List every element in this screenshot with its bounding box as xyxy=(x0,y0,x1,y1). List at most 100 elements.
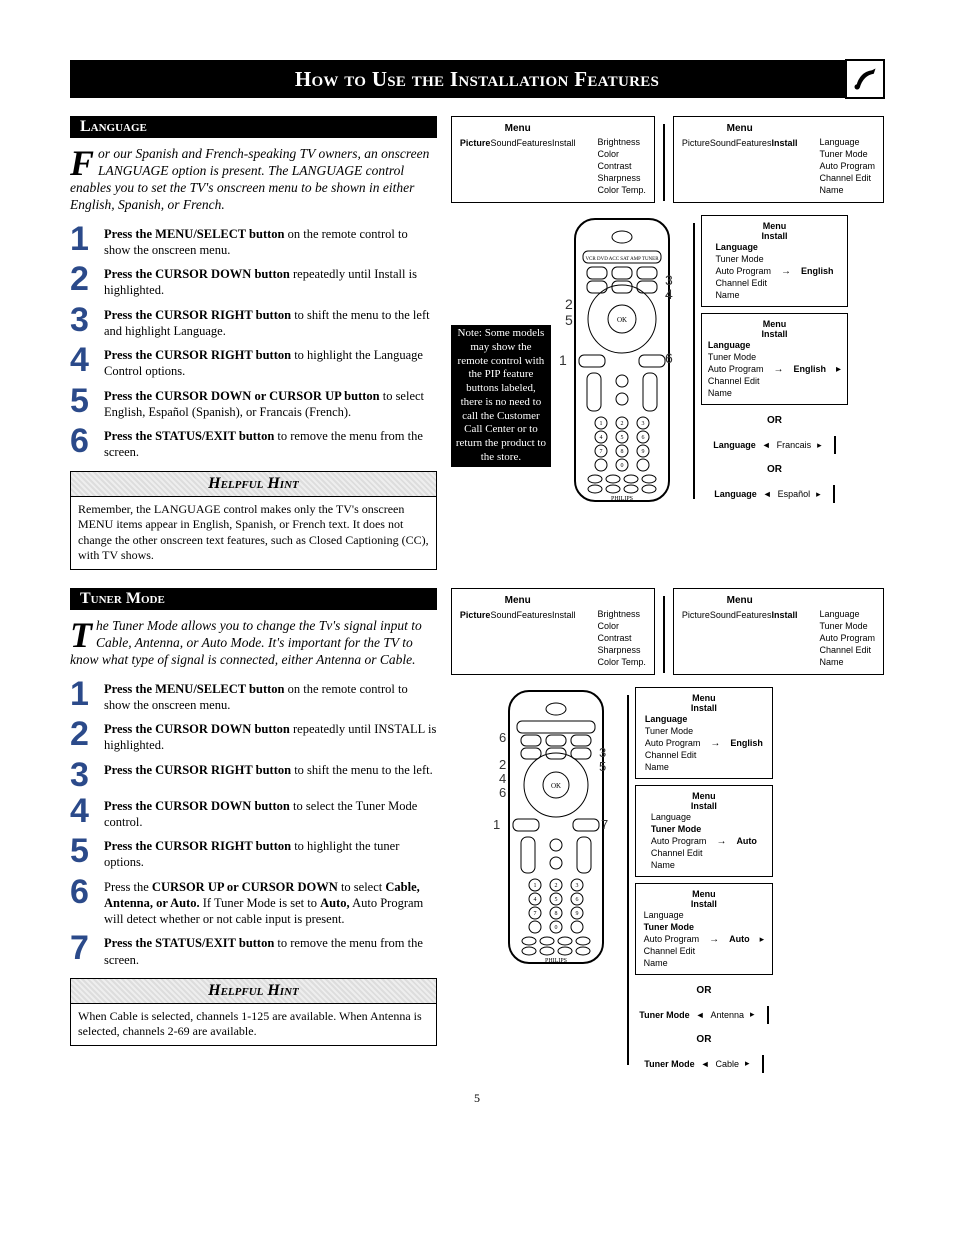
svg-text:5: 5 xyxy=(620,435,623,441)
tuner-intro: T he Tuner Mode allows you to change the… xyxy=(70,618,437,669)
hint-body: Remember, the LANGUAGE control makes onl… xyxy=(71,497,436,569)
svg-text:1: 1 xyxy=(599,421,602,427)
menu-item: Channel Edit xyxy=(644,946,700,957)
step: 2Press the CURSOR DOWN button repeatedly… xyxy=(70,264,437,299)
step-text: Press the STATUS/EXIT button to remove t… xyxy=(104,426,437,461)
menu-item: Language xyxy=(819,137,875,148)
step-text: Press the CURSOR UP or CURSOR DOWN to se… xyxy=(104,877,437,928)
svg-text:4: 4 xyxy=(499,771,506,786)
svg-text:8: 8 xyxy=(554,911,557,917)
menu-item: Auto Program xyxy=(644,934,700,945)
menu-item: Language xyxy=(651,812,707,823)
step: 3Press the CURSOR RIGHT button to shift … xyxy=(70,760,437,790)
menu-item: Picture xyxy=(682,138,710,148)
step-number: 4 xyxy=(70,796,96,826)
menu-item: Picture xyxy=(682,610,710,620)
step: 6 Press the STATUS/EXIT button to remove … xyxy=(70,426,437,461)
remote-diagram: VCR DVD ACC SAT AMP TUNER OK 34 25 61 xyxy=(557,215,687,507)
menu-item: Features xyxy=(516,610,552,620)
svg-text:2: 2 xyxy=(620,421,623,427)
step-text: Press the MENU/SELECT button on the remo… xyxy=(104,224,437,259)
step-text: Press the CURSOR RIGHT button to shift t… xyxy=(104,305,437,340)
menu-item: Auto Program xyxy=(819,633,875,644)
svg-text:1: 1 xyxy=(559,352,567,368)
step: 2Press the CURSOR DOWN button repeatedly… xyxy=(70,719,437,754)
menu-item: Channel Edit xyxy=(715,278,771,289)
menu-item: Channel Edit xyxy=(645,750,701,761)
language-section: Language F or our Spanish and French-spe… xyxy=(70,116,884,570)
menu-item: Language xyxy=(708,340,764,351)
language-intro: F or our Spanish and French-speaking TV … xyxy=(70,146,437,214)
step: 4 Press the CURSOR DOWN button to select … xyxy=(70,796,437,831)
step-number: 6 xyxy=(70,426,96,456)
step: 1Press the MENU/SELECT button on the rem… xyxy=(70,224,437,259)
svg-text:PHILIPS: PHILIPS xyxy=(611,496,633,502)
svg-text:3: 3 xyxy=(641,421,644,427)
step-number: 5 xyxy=(70,386,96,416)
menu-item: Features xyxy=(736,610,772,620)
menu-item: Contrast xyxy=(598,161,646,172)
step-number: 3 xyxy=(70,760,96,790)
svg-text:7: 7 xyxy=(533,911,536,917)
menu-item: Install xyxy=(552,138,576,148)
step-number: 7 xyxy=(70,933,96,963)
svg-text:3: 3 xyxy=(575,883,578,889)
menu-item: Channel Edit xyxy=(708,376,764,387)
tuner-remote-diagram: OK 6 35 246 17 xyxy=(491,687,621,969)
step-text: Press the CURSOR DOWN or CURSOR UP butto… xyxy=(104,386,437,421)
svg-text:1: 1 xyxy=(493,817,500,832)
svg-text:9: 9 xyxy=(575,911,578,917)
step: 5Press the CURSOR RIGHT button to highli… xyxy=(70,836,437,871)
menu-item: Auto Program xyxy=(819,161,875,172)
menu-item: Channel Edit xyxy=(819,173,875,184)
lang-option-espanol: Language◄ Español▸ xyxy=(701,485,848,503)
menu-item: Channel Edit xyxy=(819,645,875,656)
menu-item: Install xyxy=(552,610,576,620)
menu-item: Install xyxy=(771,610,797,620)
menu-item: Auto Program xyxy=(645,738,701,749)
svg-text:2: 2 xyxy=(565,296,573,312)
menu-item: Picture xyxy=(460,138,491,148)
svg-text:4: 4 xyxy=(533,897,536,903)
menu-item: Name xyxy=(645,762,701,773)
menu-item: Features xyxy=(516,138,552,148)
svg-text:1: 1 xyxy=(533,883,536,889)
step: 5 Press the CURSOR DOWN or CURSOR UP butt… xyxy=(70,386,437,421)
settings-corner-icon xyxy=(845,59,885,99)
menu-item: Brightness xyxy=(598,609,646,620)
tuner-menu-main: MenuPictureSoundFeaturesInstall Brightne… xyxy=(451,588,655,675)
svg-text:2: 2 xyxy=(554,883,557,889)
tuner-header: Tuner Mode xyxy=(70,588,437,610)
step-text: Press the CURSOR DOWN button repeatedly … xyxy=(104,719,437,754)
menu-lang-panel-2: MenuInstall LanguageTuner ModeAuto Progr… xyxy=(701,313,848,405)
step-text: Press the MENU/SELECT button on the remo… xyxy=(104,679,437,714)
menu-item: Sound xyxy=(490,138,516,148)
menu-item: Channel Edit xyxy=(651,848,707,859)
menu-lang-panel-1: MenuInstall LanguageTuner ModeAuto Progr… xyxy=(701,215,848,307)
menu-item: Name xyxy=(819,657,875,668)
menu-item: Language xyxy=(644,910,700,921)
step-text: Press the CURSOR DOWN button repeatedly … xyxy=(104,264,437,299)
svg-text:9: 9 xyxy=(641,449,644,455)
step-number: 1 xyxy=(70,679,96,709)
tuner-panel-1: MenuInstall LanguageTuner ModeAuto Progr… xyxy=(635,687,773,779)
menu-item: Sharpness xyxy=(598,173,646,184)
language-header: Language xyxy=(70,116,437,138)
svg-text:5: 5 xyxy=(554,897,557,903)
menu-item: Sound xyxy=(710,610,736,620)
menu-item: Tuner Mode xyxy=(645,726,701,737)
page-number: 5 xyxy=(70,1091,884,1106)
step-text: Press the CURSOR DOWN button to select t… xyxy=(104,796,437,831)
svg-text:6: 6 xyxy=(499,785,506,800)
menu-item: Contrast xyxy=(598,633,646,644)
tuner-section: Tuner Mode T he Tuner Mode allows you to… xyxy=(70,588,884,1073)
svg-text:0: 0 xyxy=(620,463,623,469)
svg-text:3: 3 xyxy=(599,745,606,760)
svg-text:4: 4 xyxy=(665,286,673,302)
language-steps: 1Press the MENU/SELECT button on the rem… xyxy=(70,224,437,461)
menu-item: Auto Program xyxy=(708,364,764,375)
svg-text:6: 6 xyxy=(641,435,644,441)
hint-header: Helpful Hint xyxy=(71,472,436,497)
menu-item: Brightness xyxy=(598,137,646,148)
step-number: 4 xyxy=(70,345,96,375)
